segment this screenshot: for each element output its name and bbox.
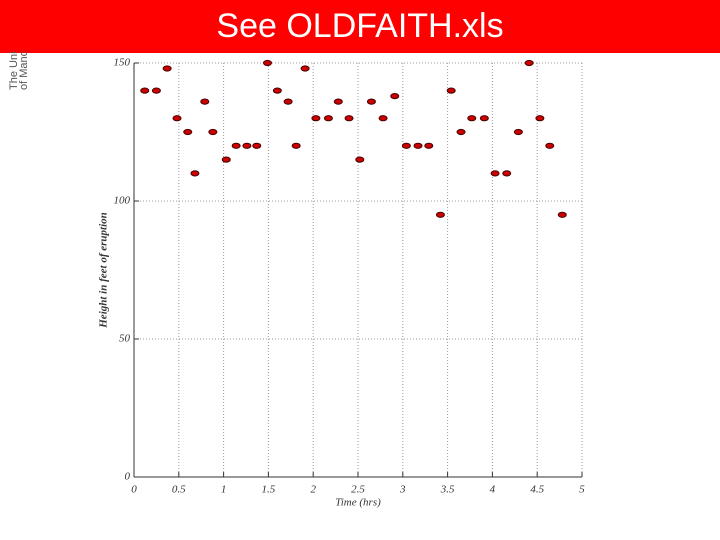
x-tick-label: 4.5	[530, 484, 544, 496]
data-point	[151, 87, 161, 94]
data-point	[524, 59, 534, 67]
data-point	[413, 142, 423, 149]
x-tick-label: 3	[399, 484, 406, 496]
data-point	[252, 142, 262, 149]
y-tick-label: 100	[114, 195, 131, 207]
data-point	[401, 142, 411, 149]
data-point	[291, 142, 301, 149]
data-point	[456, 128, 466, 136]
x-tick-label: 4	[490, 484, 496, 496]
x-axis-label: Time (hrs)	[335, 497, 381, 509]
data-point	[557, 211, 567, 218]
x-tick-label: 1	[221, 484, 227, 496]
data-point	[467, 115, 477, 122]
data-point	[162, 65, 172, 72]
x-tick-label: 2.5	[351, 484, 365, 496]
data-point	[535, 115, 545, 122]
data-point	[545, 142, 555, 149]
x-tick-label: 0.5	[172, 484, 186, 496]
data-point	[272, 87, 282, 94]
y-tick-label: 150	[114, 57, 131, 69]
x-tick-label: 1.5	[262, 484, 276, 496]
logo: The Uni of Manc	[8, 50, 30, 90]
x-tick-label: 0	[131, 484, 137, 496]
data-point	[263, 59, 273, 67]
data-point	[300, 65, 310, 72]
slide-title: See OLDFAITH.xls	[216, 7, 503, 45]
data-point	[355, 156, 365, 163]
y-tick-label: 0	[125, 471, 131, 483]
data-point	[513, 128, 523, 136]
data-point	[479, 115, 489, 122]
y-axis-label: Height in feet of eruption	[98, 212, 110, 329]
data-point	[231, 142, 241, 149]
data-point	[390, 93, 400, 100]
data-point	[242, 142, 252, 149]
x-tick-label: 2	[310, 484, 316, 496]
title-banner	[0, 0, 720, 53]
logo-line: The Uni	[8, 51, 20, 90]
data-point	[378, 115, 388, 122]
data-point	[208, 128, 218, 136]
data-point	[200, 98, 210, 105]
data-point	[344, 115, 354, 122]
data-point	[183, 128, 193, 136]
data-point	[333, 98, 343, 105]
data-point	[446, 87, 456, 94]
data-point	[311, 115, 321, 122]
data-point	[323, 115, 333, 122]
data-point	[190, 170, 200, 177]
data-point	[424, 142, 434, 149]
y-tick-label: 50	[119, 333, 131, 345]
x-tick-label: 3.5	[440, 484, 455, 496]
data-point	[221, 156, 231, 163]
x-tick-label: 5	[579, 484, 585, 496]
logo-line: of Manc	[18, 50, 30, 90]
data-point	[366, 98, 376, 105]
data-point	[283, 98, 293, 105]
data-point	[502, 170, 512, 177]
data-point	[172, 115, 182, 122]
data-point	[490, 170, 500, 177]
data-point	[435, 211, 445, 218]
data-point	[140, 87, 150, 94]
